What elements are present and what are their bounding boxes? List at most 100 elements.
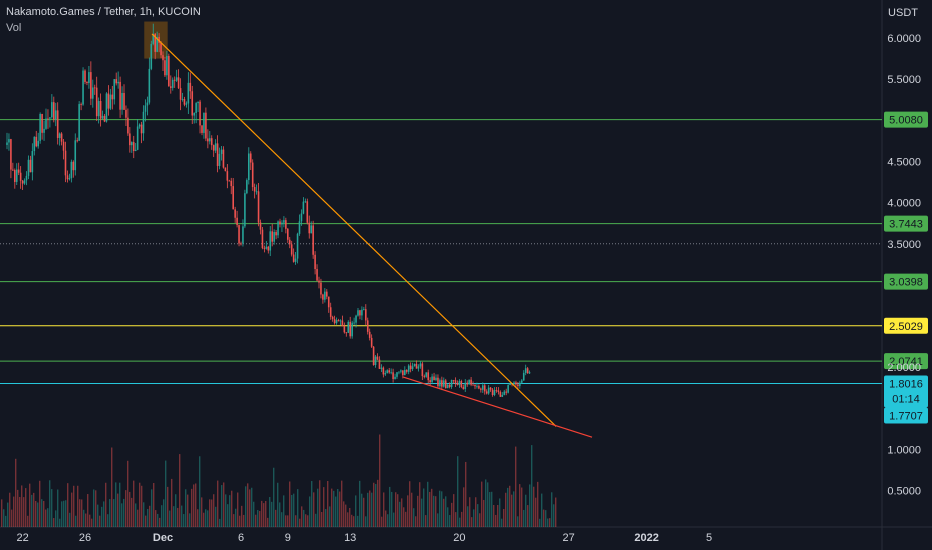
volume-bar	[141, 485, 143, 527]
candle-body	[431, 376, 433, 383]
candle-body	[80, 104, 82, 105]
candle-body	[351, 322, 353, 337]
volume-indicator-label[interactable]: Vol	[6, 22, 22, 34]
candle-body	[216, 143, 219, 166]
volume-bar	[361, 493, 363, 527]
volume-bar	[521, 487, 523, 527]
volume-bar	[449, 515, 451, 527]
volume-bar	[403, 507, 405, 527]
bar-countdown-label: 01:14	[892, 394, 920, 406]
volume-bar	[277, 482, 279, 527]
candle-body	[454, 380, 457, 384]
bid-price-tag	[884, 407, 928, 424]
volume-bar	[413, 508, 415, 527]
candle-body	[101, 115, 104, 119]
volume-bar	[23, 497, 25, 527]
candle-body	[290, 244, 293, 255]
volume-bar	[483, 499, 485, 527]
volume-bar	[299, 518, 301, 527]
price-tick-label: 3.5000	[887, 239, 921, 251]
candle-body	[405, 369, 408, 372]
candle-body	[466, 382, 468, 385]
candle-body	[12, 169, 14, 171]
volume-bar	[421, 498, 423, 527]
volume-bar	[59, 518, 61, 527]
price-axis[interactable]: 5.0080 3.7443 3.0398 2.5029 2.0741 6.0000 5.50…	[884, 33, 928, 498]
candle-body	[121, 93, 123, 110]
candle-body	[419, 363, 422, 367]
candle-body	[458, 381, 461, 386]
price-tick-label: 5.5000	[887, 74, 921, 86]
current-price-tag	[884, 375, 928, 408]
candle-body	[203, 112, 205, 133]
volume-bar	[343, 501, 345, 527]
candle-body	[271, 231, 273, 242]
candle-body	[103, 115, 106, 122]
volume-bar	[185, 489, 187, 527]
candle-body	[8, 139, 10, 143]
candle-body	[347, 321, 350, 333]
volume-bar	[359, 480, 361, 527]
candle-body	[199, 101, 201, 126]
volume-bar	[75, 515, 77, 527]
volume-bar	[35, 500, 37, 527]
candle-body	[294, 258, 297, 262]
candle-body	[37, 140, 39, 147]
volume-bar	[5, 515, 7, 527]
candle-body	[107, 93, 110, 109]
volume-bar	[39, 480, 41, 527]
level-tag-label: 2.0741	[889, 356, 923, 368]
candle-body	[452, 379, 455, 381]
volume-bar	[199, 456, 201, 527]
volume-bar	[147, 508, 149, 527]
candle-body	[195, 103, 197, 114]
candle-body	[345, 332, 348, 334]
volume-bar	[69, 512, 71, 527]
volume-bar	[489, 492, 491, 527]
volume-bar	[533, 486, 535, 527]
price-tick-label: 6.0000	[887, 33, 921, 45]
volume-bar	[311, 481, 313, 527]
volume-bar	[553, 504, 555, 527]
price-tick-label: 0.5000	[887, 486, 921, 498]
candle-body	[115, 79, 117, 84]
volume-bar	[245, 486, 247, 527]
candle-body	[528, 372, 531, 374]
volume-bar	[445, 496, 447, 527]
volume-bar	[255, 514, 257, 527]
volume-bar	[161, 505, 163, 527]
volume-bar	[173, 506, 175, 527]
volume-bar	[121, 503, 123, 527]
volume-bar	[261, 500, 263, 527]
candle-body	[495, 390, 498, 391]
volume-bar	[103, 501, 105, 527]
time-axis[interactable]: 22 26 Dec 6 9 13 20 27 2022 5	[16, 532, 712, 544]
candle-body	[435, 377, 437, 381]
candle-body	[78, 104, 80, 141]
volume-bar	[79, 499, 81, 527]
level-tag-label: 5.0080	[889, 115, 923, 127]
candle-body	[517, 384, 519, 387]
candle-body	[505, 391, 507, 393]
trendline-support	[403, 376, 593, 438]
volume-bar	[71, 492, 73, 527]
volume-bar	[163, 499, 165, 527]
candle-body	[489, 387, 492, 390]
volume-bar	[325, 509, 327, 527]
candle-body	[201, 125, 203, 133]
candle-body	[125, 109, 127, 118]
price-tick-label: 1.0000	[887, 445, 921, 457]
volume-bar	[363, 497, 365, 527]
volume-bar	[241, 505, 243, 527]
volume-bar	[517, 516, 519, 527]
candle-body	[320, 282, 322, 295]
volume-bar	[393, 512, 395, 527]
candle-body	[109, 94, 112, 109]
volume-bar	[41, 499, 43, 527]
volume-bar	[331, 488, 333, 527]
candle-body	[341, 320, 344, 327]
volume-bar	[253, 501, 255, 527]
volume-bar	[201, 497, 203, 527]
volume-bar	[249, 489, 251, 527]
